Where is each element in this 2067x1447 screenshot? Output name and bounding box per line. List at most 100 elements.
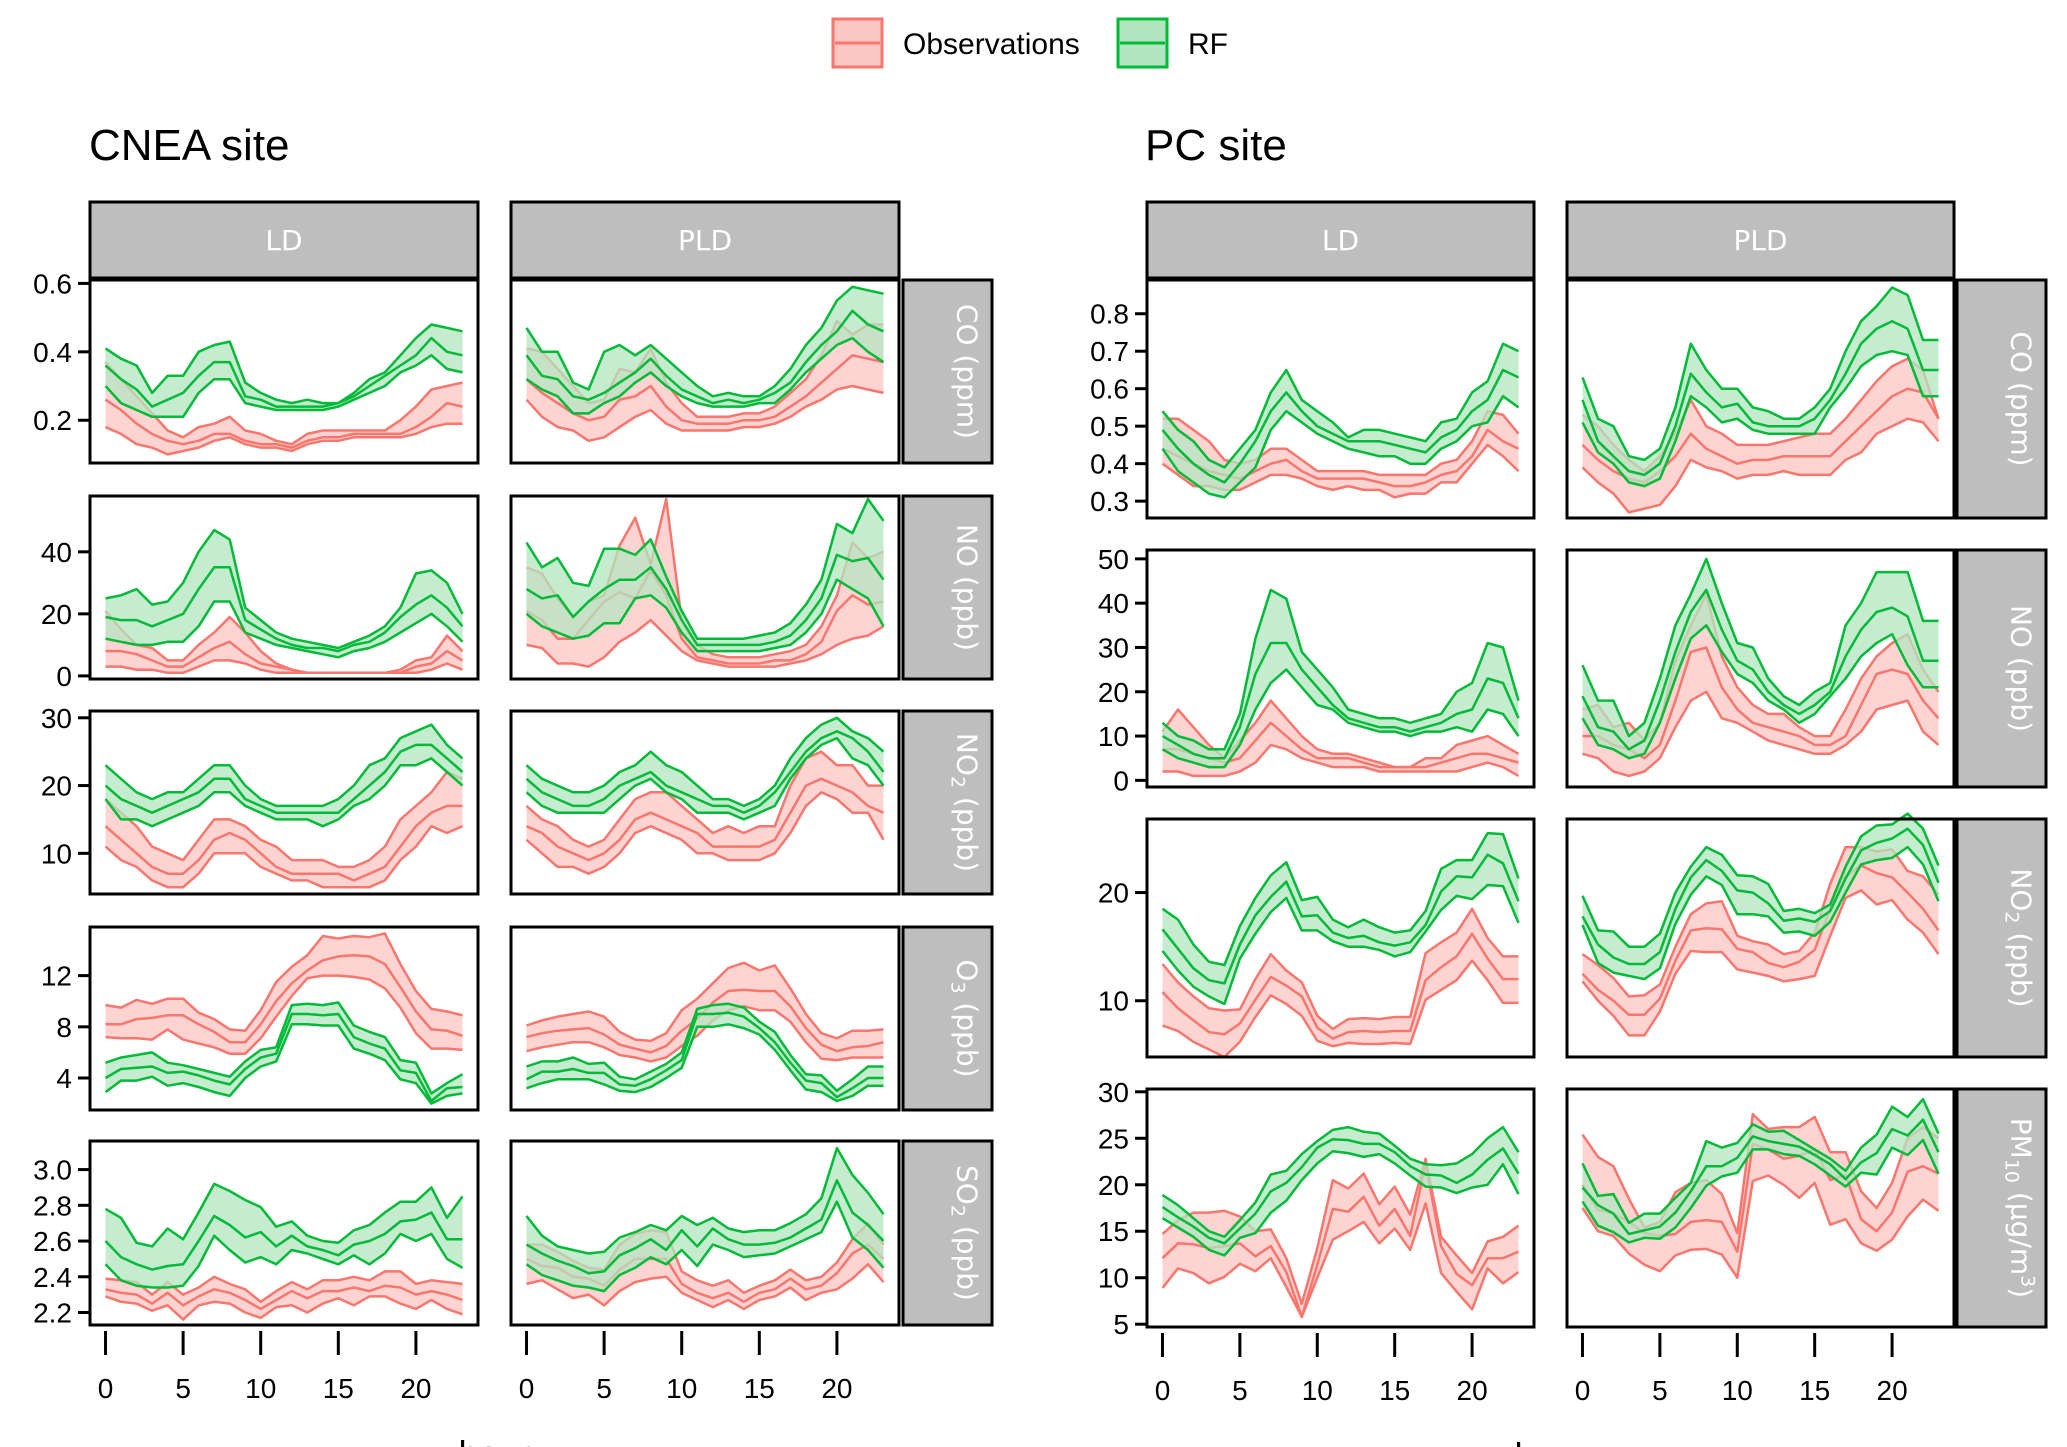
column-strip-pld	[1565, 200, 1956, 280]
row-label-main: PM	[2005, 1118, 2038, 1159]
rf-mean-line	[1581, 827, 1940, 966]
legend-item-observations: Observations	[831, 17, 1080, 69]
observations-mean-line	[104, 398, 463, 449]
x-tick-label: 20	[1877, 1375, 1908, 1406]
row-label-unit: (ppb)	[2005, 924, 2038, 1008]
site-pc: PC site LD PLD CO (ppm) 0.3 0.4 0.5 0.6 0.7 0.8 NO…	[1090, 121, 2048, 1447]
rf-mean-line	[1161, 853, 1520, 985]
y-tick-label: 2.8	[33, 1190, 72, 1221]
x-tick-label: 0	[1155, 1375, 1171, 1406]
rf-upper-line	[105, 528, 464, 650]
y-tick-label: 0.4	[33, 337, 72, 368]
legend-label-rf: RF	[1188, 28, 1228, 61]
rf-upper-line	[1581, 557, 1939, 738]
x-tick-label: 5	[1232, 1375, 1248, 1406]
y-tick-label: 30	[1098, 1077, 1129, 1108]
observations-ribbon	[1582, 358, 1939, 513]
rf-upper-line	[525, 1146, 885, 1255]
observations-mean-line	[525, 777, 885, 862]
observations-mean-line	[525, 354, 884, 425]
panel-border	[509, 709, 901, 896]
x-tick-label: 10	[1722, 1375, 1753, 1406]
panel-ld	[88, 709, 480, 896]
observations-mean-line	[104, 804, 463, 882]
y-tick-label: 10	[1098, 986, 1129, 1017]
site-cnea: CNEA site LD PLD CO (ppm) 0.2 0.4 0.6 NO (ppb) 0…	[33, 121, 994, 1447]
observations-upper-line	[104, 361, 463, 446]
rf-mean-line	[525, 1179, 885, 1275]
panel-border	[1565, 817, 1956, 1059]
rf-mean-line	[1581, 1118, 1940, 1236]
observations-lower-line	[105, 974, 463, 1055]
panel-pld	[1565, 278, 1956, 520]
y-tick-label: 0.6	[1090, 374, 1129, 405]
rf-ribbon	[105, 1002, 463, 1104]
panel-border	[88, 278, 480, 465]
x-tick-label: 10	[1302, 1375, 1333, 1406]
y-tick-label: 20	[1098, 1170, 1129, 1201]
y-tick-label: 2.4	[33, 1262, 72, 1293]
panel-ld	[1145, 278, 1536, 520]
row-strip-label: NO2 (ppb)	[947, 733, 984, 872]
observations-lower-line	[1581, 1174, 1940, 1279]
row-label-unit: (μg/m	[2005, 1183, 2038, 1275]
observations-lower-line	[104, 824, 464, 889]
row-label-main: NO	[2005, 868, 2038, 911]
panel-ld: 0 5 10 15 20	[1145, 1087, 1536, 1406]
column-strip-label: LD	[1322, 224, 1359, 257]
observations-lower-line	[105, 1295, 463, 1321]
rf-upper-line	[525, 497, 885, 640]
rf-ribbon	[1582, 813, 1939, 980]
rf-ribbon	[526, 1003, 884, 1101]
panel-ld	[1145, 548, 1536, 789]
observations-upper-line	[1161, 907, 1519, 1031]
row-label-main: O	[951, 959, 984, 981]
rf-lower-line	[1161, 394, 1520, 499]
panel-pld	[509, 925, 901, 1112]
observations-lower-line	[525, 384, 884, 443]
observations-ribbon	[526, 321, 884, 441]
rf-upper-line	[526, 1002, 884, 1093]
rf-mean-line	[525, 309, 885, 405]
column-strip-ld	[88, 200, 480, 280]
row-strip	[1955, 548, 2048, 789]
panel-border	[88, 494, 480, 681]
rf-lower-line	[525, 578, 885, 653]
panel-border	[1565, 278, 1956, 520]
rf-lower-line	[526, 1023, 884, 1103]
observations-lower-line	[526, 1005, 884, 1063]
row-label-main: NO	[2005, 605, 2038, 648]
row-label-unit: (ppb)	[2005, 648, 2038, 732]
row-label-unit: (ppb)	[951, 788, 984, 872]
observations-lower-line	[1161, 1202, 1520, 1319]
rf-upper-line	[525, 285, 884, 398]
row-strip	[901, 709, 994, 896]
x-tick-label: 15	[1379, 1375, 1410, 1406]
column-strip-pld	[509, 200, 901, 280]
y-tick-label: 0.3	[1090, 486, 1129, 517]
rf-upper-line	[525, 716, 885, 808]
row-strip	[1955, 278, 2048, 520]
observations-mean-line	[1581, 864, 1940, 1017]
row-strip-label: SO2 (ppb)	[947, 1165, 984, 1301]
legend: Observations RF	[831, 17, 1228, 69]
x-tick-label: 0	[1575, 1375, 1591, 1406]
y-tick-label: 0.7	[1090, 336, 1129, 367]
rf-lower-line	[525, 736, 885, 821]
observations-mean-line	[105, 953, 463, 1044]
rf-ribbon	[105, 724, 463, 827]
rf-mean-line	[525, 553, 885, 647]
row-label-main: SO	[951, 1165, 984, 1205]
panel-border	[88, 1139, 480, 1327]
row-label-subscript: 10	[2001, 1159, 2023, 1183]
panel-border	[1145, 548, 1536, 789]
row-strip	[901, 925, 994, 1112]
row-strip-label: NO (ppb)	[951, 524, 984, 651]
rf-mean-line	[105, 566, 464, 653]
rf-lower-line	[525, 336, 885, 415]
observations-ribbon	[1162, 411, 1519, 498]
observations-lower-line	[104, 422, 463, 456]
panel-pld	[509, 709, 901, 896]
rf-lower-line	[105, 600, 464, 659]
x-tick-label: 10	[245, 1373, 276, 1404]
